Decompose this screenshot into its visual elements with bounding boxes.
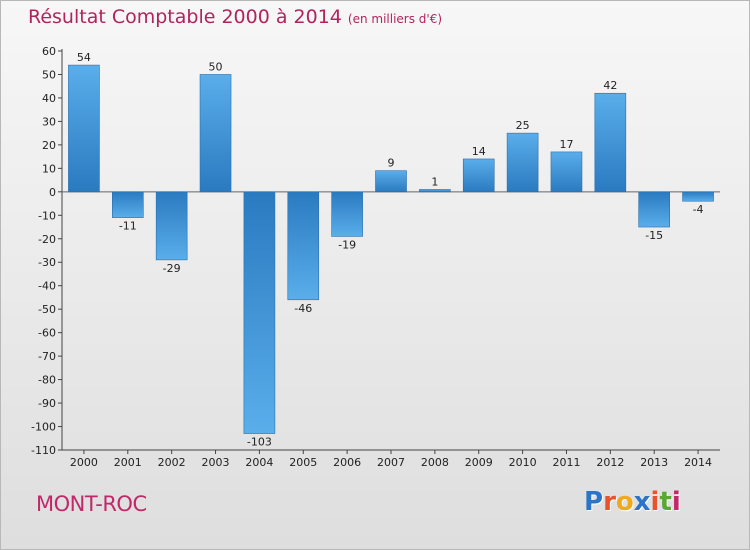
- bar: [462, 158, 495, 193]
- proxiti-logo: Proxiti: [584, 487, 681, 517]
- y-tick-label: -80: [38, 374, 56, 387]
- data-label: -4: [693, 203, 704, 216]
- x-tick-label: 2004: [245, 456, 273, 469]
- city-name: MONT-ROC: [36, 492, 147, 516]
- bar: [682, 191, 714, 202]
- y-tick-label: -90: [38, 397, 56, 410]
- y-tick-label: 20: [42, 139, 56, 152]
- x-tick-label: 2007: [377, 456, 405, 469]
- y-tick-label: 10: [42, 162, 56, 175]
- bar: [638, 191, 671, 228]
- bar: [419, 189, 451, 193]
- y-tick-label: -20: [38, 233, 56, 246]
- bar: [375, 170, 407, 193]
- y-tick-label: 30: [42, 115, 56, 128]
- data-label: -19: [338, 238, 356, 251]
- bar: [287, 191, 320, 301]
- data-label: 1: [431, 175, 438, 188]
- y-tick-label: -60: [38, 327, 56, 340]
- bar: [331, 191, 363, 237]
- y-tick-label: -40: [38, 280, 56, 293]
- x-tick-label: 2000: [70, 456, 98, 469]
- x-tick-label: 2005: [289, 456, 317, 469]
- data-label: 9: [388, 157, 395, 170]
- data-label: 54: [77, 51, 91, 64]
- y-tick-label: 0: [49, 186, 56, 199]
- x-tick-label: 2014: [684, 456, 712, 469]
- bar: [155, 191, 188, 261]
- data-label: 25: [516, 119, 530, 132]
- chart-title: Résultat Comptable 2000 à 2014 (en millie…: [28, 6, 442, 28]
- bar: [506, 132, 539, 193]
- logo-letter: P: [584, 487, 604, 517]
- bar: [112, 191, 144, 218]
- bar: [550, 151, 583, 193]
- x-tick-label: 2002: [158, 456, 186, 469]
- data-label: -29: [163, 262, 181, 275]
- logo-letter: o: [615, 487, 634, 517]
- logo-letter: x: [633, 487, 651, 517]
- y-tick-label: 40: [42, 92, 56, 105]
- data-label: 17: [559, 138, 573, 151]
- data-label: -11: [119, 220, 137, 233]
- y-tick-label: -30: [38, 256, 56, 269]
- data-label: -46: [294, 302, 312, 315]
- logo-letter: r: [603, 487, 616, 517]
- bar: [594, 92, 627, 193]
- bar: [68, 64, 100, 193]
- y-tick-label: -110: [31, 444, 56, 457]
- logo-letter: i: [671, 487, 681, 517]
- x-tick-label: 2003: [202, 456, 230, 469]
- x-tick-label: 2011: [552, 456, 580, 469]
- data-label: 14: [472, 145, 486, 158]
- data-label: -15: [645, 229, 663, 242]
- x-tick-label: 2013: [640, 456, 668, 469]
- x-tick-label: 2012: [596, 456, 624, 469]
- bar: [243, 191, 276, 434]
- x-tick-label: 2010: [509, 456, 537, 469]
- x-tick-label: 2001: [114, 456, 142, 469]
- logo-letter: t: [659, 487, 672, 517]
- y-tick-label: -50: [38, 303, 56, 316]
- data-label: 42: [603, 79, 617, 92]
- x-tick-label: 2006: [333, 456, 361, 469]
- chart-title-text: Résultat Comptable 2000 à 2014: [28, 6, 342, 28]
- bar: [199, 74, 232, 193]
- y-tick-label: -100: [31, 421, 56, 434]
- y-tick-label: 60: [42, 45, 56, 58]
- x-tick-label: 2008: [421, 456, 449, 469]
- x-tick-label: 2009: [465, 456, 493, 469]
- data-label: 50: [209, 60, 223, 73]
- y-tick-label: -70: [38, 350, 56, 363]
- y-tick-label: -10: [38, 209, 56, 222]
- y-tick-label: 50: [42, 68, 56, 81]
- chart-unit: (en milliers d'€): [347, 12, 443, 26]
- data-label: -103: [247, 436, 272, 449]
- logo-letter: i: [650, 487, 660, 517]
